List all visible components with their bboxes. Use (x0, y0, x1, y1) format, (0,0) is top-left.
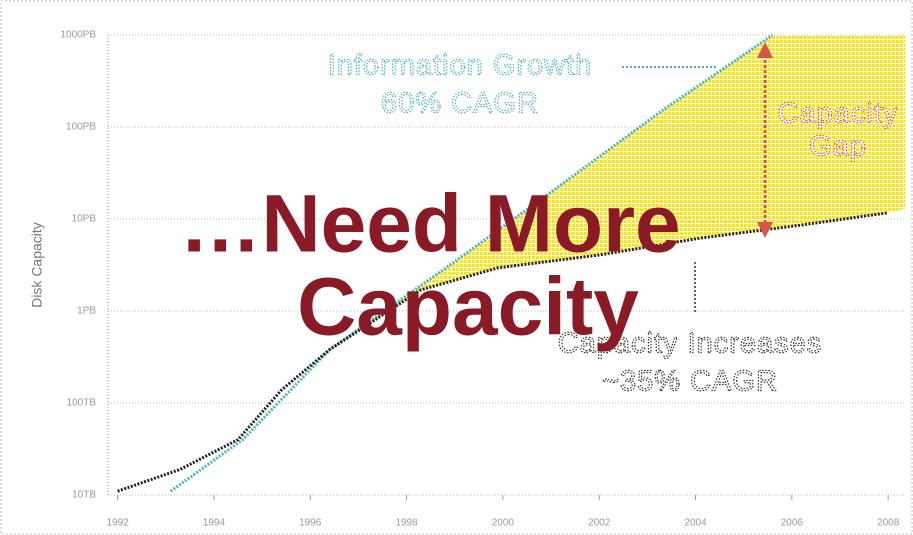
x-tick-label: 1998 (395, 518, 418, 529)
y-tick-label: 10TB (72, 490, 96, 501)
x-tick-label: 2008 (877, 518, 900, 529)
annotation: Gap (809, 131, 867, 163)
x-tick-label: 2000 (492, 518, 515, 529)
gap-arrow-head (757, 222, 773, 238)
annotation: Capacity (778, 98, 899, 130)
x-tick-label: 2006 (781, 518, 804, 529)
y-tick-label: 1000PB (60, 30, 96, 41)
series-line (117, 211, 889, 493)
annotation: 60% CAGR (381, 88, 539, 120)
capacity-gap-area (329, 35, 905, 350)
annotation: ~35% CAGR (602, 366, 778, 398)
y-axis-label: Disk Capacity (29, 222, 45, 308)
y-tick-label: 100TB (67, 398, 97, 409)
overlay-title: …Need More (179, 179, 680, 270)
x-tick-label: 1996 (299, 518, 322, 529)
y-tick-label: 100PB (66, 122, 96, 133)
annotation: Information Growth (328, 50, 593, 82)
gap-arrow-head (757, 42, 773, 58)
annotation: Capacity Increases (558, 328, 823, 360)
x-tick-label: 2004 (684, 518, 707, 529)
y-tick-label: 1PB (77, 306, 96, 317)
overlay-title: Capacity (297, 262, 639, 353)
x-tick-label: 1992 (107, 518, 130, 529)
x-tick-label: 2002 (588, 518, 611, 529)
x-tick-label: 1994 (203, 518, 226, 529)
y-tick-label: 10PB (72, 214, 97, 225)
series-line (169, 33, 774, 493)
